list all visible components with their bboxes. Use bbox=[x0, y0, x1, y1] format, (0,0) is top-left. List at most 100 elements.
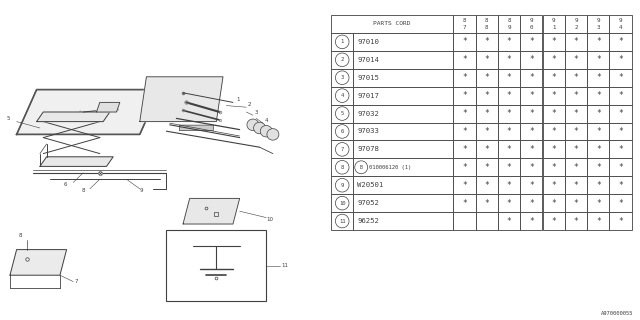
Text: 9: 9 bbox=[529, 19, 533, 23]
Text: 2: 2 bbox=[574, 25, 578, 30]
Text: *: * bbox=[529, 199, 534, 208]
Text: 8: 8 bbox=[485, 19, 488, 23]
Bar bbox=[498, 176, 520, 194]
Text: *: * bbox=[507, 109, 511, 118]
Text: *: * bbox=[529, 181, 534, 190]
Text: *: * bbox=[484, 145, 489, 154]
Text: 3: 3 bbox=[340, 75, 344, 80]
Bar bbox=[587, 140, 609, 158]
Text: 10: 10 bbox=[266, 217, 273, 222]
Text: 3: 3 bbox=[255, 109, 258, 115]
Bar bbox=[498, 105, 520, 123]
Text: *: * bbox=[573, 109, 579, 118]
Text: 7: 7 bbox=[340, 147, 344, 152]
Bar bbox=[520, 158, 543, 176]
Text: *: * bbox=[551, 163, 556, 172]
Polygon shape bbox=[17, 90, 160, 134]
Text: 97014: 97014 bbox=[357, 57, 379, 63]
Bar bbox=[565, 123, 587, 140]
Bar bbox=[609, 123, 632, 140]
Text: *: * bbox=[573, 127, 579, 136]
Text: *: * bbox=[596, 163, 601, 172]
Text: *: * bbox=[484, 109, 489, 118]
Text: *: * bbox=[462, 181, 467, 190]
Text: *: * bbox=[462, 91, 467, 100]
Text: *: * bbox=[596, 181, 601, 190]
Text: *: * bbox=[529, 73, 534, 82]
Bar bbox=[353, 158, 453, 176]
Bar bbox=[543, 33, 565, 51]
Text: *: * bbox=[573, 73, 579, 82]
Text: *: * bbox=[573, 91, 579, 100]
Text: *: * bbox=[529, 91, 534, 100]
Bar bbox=[332, 123, 353, 140]
Text: 9: 9 bbox=[619, 19, 622, 23]
Text: *: * bbox=[596, 73, 601, 82]
Bar bbox=[520, 194, 543, 212]
Polygon shape bbox=[40, 157, 113, 166]
Text: 2: 2 bbox=[248, 101, 252, 107]
Text: *: * bbox=[596, 217, 601, 226]
Text: *: * bbox=[573, 37, 579, 46]
Bar bbox=[565, 105, 587, 123]
Bar bbox=[609, 140, 632, 158]
Text: *: * bbox=[529, 163, 534, 172]
Text: 97017: 97017 bbox=[357, 92, 379, 99]
Text: *: * bbox=[618, 55, 623, 64]
Text: 2: 2 bbox=[340, 57, 344, 62]
Bar bbox=[543, 105, 565, 123]
Text: B: B bbox=[360, 165, 363, 170]
Circle shape bbox=[267, 129, 279, 140]
Text: *: * bbox=[529, 37, 534, 46]
Bar bbox=[565, 158, 587, 176]
Text: *: * bbox=[507, 199, 511, 208]
Text: *: * bbox=[507, 127, 511, 136]
Bar bbox=[543, 15, 565, 33]
Bar bbox=[520, 212, 543, 230]
Bar bbox=[453, 176, 476, 194]
Bar bbox=[453, 140, 476, 158]
Bar bbox=[476, 176, 498, 194]
Bar bbox=[565, 140, 587, 158]
Text: 97032: 97032 bbox=[357, 110, 379, 116]
Text: 96252: 96252 bbox=[357, 218, 379, 224]
Text: 4: 4 bbox=[264, 117, 268, 123]
Polygon shape bbox=[36, 112, 110, 122]
Bar bbox=[476, 158, 498, 176]
Bar bbox=[332, 69, 353, 87]
Text: *: * bbox=[529, 145, 534, 154]
Polygon shape bbox=[140, 77, 223, 122]
Bar bbox=[587, 194, 609, 212]
Bar bbox=[498, 33, 520, 51]
Bar bbox=[476, 69, 498, 87]
Text: *: * bbox=[573, 163, 579, 172]
Text: *: * bbox=[551, 181, 556, 190]
Text: 8: 8 bbox=[485, 25, 488, 30]
Text: *: * bbox=[484, 91, 489, 100]
Bar bbox=[565, 33, 587, 51]
Text: W20501: W20501 bbox=[357, 182, 383, 188]
Text: *: * bbox=[484, 181, 489, 190]
Circle shape bbox=[253, 122, 266, 134]
Text: 8: 8 bbox=[81, 188, 85, 193]
Bar bbox=[332, 15, 453, 33]
Bar bbox=[565, 15, 587, 33]
Text: 97033: 97033 bbox=[357, 128, 379, 134]
Text: *: * bbox=[462, 127, 467, 136]
Polygon shape bbox=[183, 198, 239, 224]
Bar bbox=[543, 51, 565, 69]
Text: *: * bbox=[551, 145, 556, 154]
Bar bbox=[453, 158, 476, 176]
Bar bbox=[353, 87, 453, 105]
Text: *: * bbox=[551, 37, 556, 46]
Bar bbox=[520, 51, 543, 69]
Text: *: * bbox=[596, 199, 601, 208]
Text: 4: 4 bbox=[619, 25, 622, 30]
Bar bbox=[353, 194, 453, 212]
Bar bbox=[609, 158, 632, 176]
Bar bbox=[543, 212, 565, 230]
Bar bbox=[609, 176, 632, 194]
Text: *: * bbox=[484, 127, 489, 136]
Text: *: * bbox=[507, 91, 511, 100]
Bar bbox=[498, 51, 520, 69]
